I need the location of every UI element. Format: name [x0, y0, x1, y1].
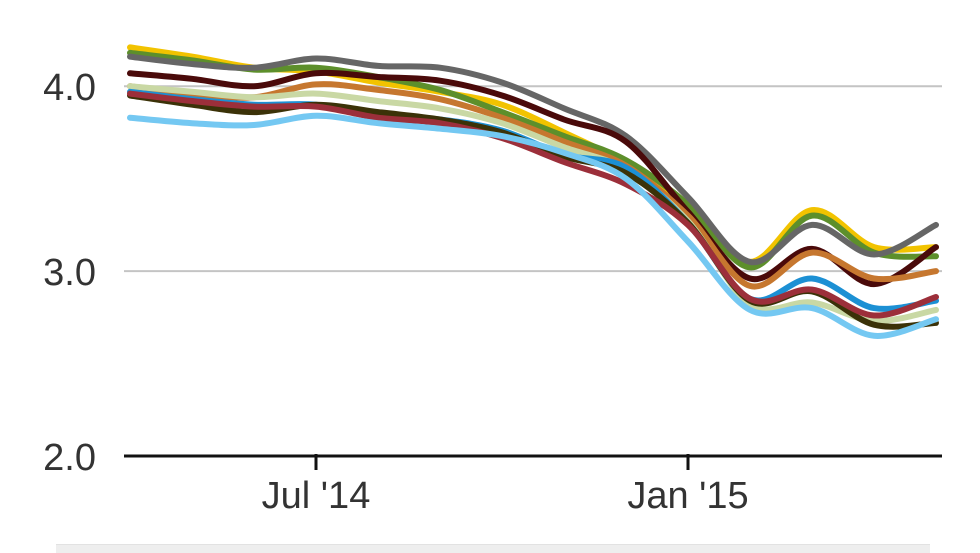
x-axis-ticks: Jul '14 Jan '15 [262, 454, 749, 517]
series-line-9 [127, 90, 939, 319]
series-lines [127, 44, 939, 339]
series-line-4 [127, 69, 939, 288]
y-tick-label: 2.0 [43, 437, 96, 479]
x-tick-label: Jul '14 [262, 475, 371, 517]
chart-footer-strip [56, 544, 930, 553]
x-tick-label: Jan '15 [627, 475, 748, 517]
y-tick-label: 4.0 [43, 67, 96, 109]
y-tick-label: 3.0 [43, 252, 96, 294]
series-line-1 [127, 44, 939, 265]
series-line-6 [127, 83, 939, 325]
series-line-2 [127, 49, 939, 271]
series-line-10 [127, 112, 939, 339]
series-line-3 [127, 53, 939, 266]
y-axis-ticks: 2.0 3.0 4.0 [43, 67, 96, 479]
